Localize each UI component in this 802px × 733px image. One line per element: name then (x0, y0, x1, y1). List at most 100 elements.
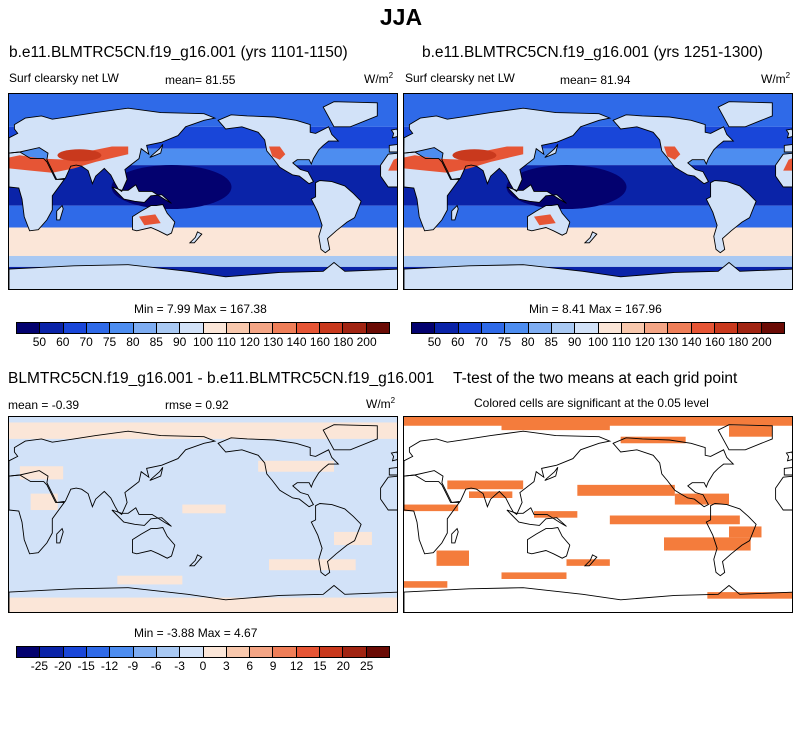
diff-patch-positive (269, 559, 356, 571)
desert-hotspot (388, 158, 397, 171)
land-indonesia (111, 184, 172, 204)
colorbar-tick-label: 120 (634, 335, 655, 349)
colorbar-swatch (343, 647, 367, 657)
colorbar-tick-label: 3 (223, 659, 230, 673)
panel1-title: b.e11.BLMTRC5CN.f19_g16.001 (yrs 1101-11… (9, 44, 348, 61)
colorbar-swatch (691, 323, 716, 333)
diff-patch-positive (19, 466, 64, 480)
colorbar-swatch (40, 647, 64, 657)
colorbar-swatch (156, 323, 181, 333)
colorbar-tick-label: 80 (521, 335, 535, 349)
panel2-minmax: Min = 8.41 Max = 167.96 (529, 302, 662, 316)
colorbar-tick-label: 12 (289, 659, 304, 673)
coastline-iberia (388, 467, 397, 476)
coastline-uk (390, 451, 397, 462)
coastline-uk (785, 128, 792, 139)
diff-patch-positive (9, 422, 397, 439)
coastline-icon (9, 101, 397, 289)
coastline-icon (404, 424, 792, 612)
coastline-iberia (783, 144, 792, 153)
panel3-colorbar (16, 646, 390, 658)
land-greenland (323, 101, 378, 127)
colorbar-swatch (343, 323, 367, 333)
colorbar-tick-label: 0 (199, 659, 207, 673)
desert-hotspot (664, 146, 681, 160)
colorbar-tick-label: 80 (126, 335, 140, 349)
coastline-indonesia (506, 507, 567, 527)
coastline-westafrica (380, 152, 397, 188)
land-iberia (784, 144, 792, 152)
diff-patch-positive (30, 493, 58, 511)
coastline-nz (583, 231, 598, 244)
colorbar-tick-label: 160 (704, 335, 725, 349)
colorbar-swatch (226, 323, 251, 333)
panel2-variable: Surf clearsky net LW (405, 71, 515, 85)
colorbar-swatch (320, 647, 344, 657)
coastline-australia (527, 527, 571, 559)
colorbar-swatch (63, 323, 87, 333)
colorbar-swatch (598, 323, 622, 333)
colorbar-tick-label: 60 (451, 335, 465, 349)
significant-cell (620, 436, 686, 444)
panel2-title: b.e11.BLMTRC5CN.f19_g16.001 (yrs 1251-13… (422, 44, 763, 61)
land-uk (391, 129, 397, 138)
desert-core (452, 149, 497, 162)
significant-cell (664, 537, 751, 551)
land-antarctica (9, 262, 397, 289)
colorbar-swatch (110, 647, 134, 657)
panel3-map (8, 416, 398, 613)
land-greenland (718, 101, 773, 127)
coastline-madagascar (451, 204, 459, 221)
coastline-nz (188, 554, 203, 567)
colorbar-swatch (86, 323, 111, 333)
coastline-namerica (612, 437, 735, 508)
panel1-mean: mean= 81.55 (165, 73, 236, 87)
significant-cell (729, 425, 773, 437)
colorbar-tick-label: 110 (216, 335, 236, 349)
land-iberia (389, 144, 397, 152)
coastline-iberia (388, 144, 397, 153)
coastline-indonesia (506, 184, 567, 204)
colorbar-swatch (412, 323, 436, 333)
colorbar-swatch (296, 323, 321, 333)
colorbar-tick-label: 9 (269, 659, 277, 673)
coastline-madagascar (451, 527, 459, 544)
colorbar-swatch (180, 647, 204, 657)
colorbar-swatch (86, 647, 111, 657)
coastline-indonesia (111, 184, 172, 204)
significant-cell (577, 484, 675, 496)
coastline-japan (149, 144, 164, 158)
coastline-iberia (783, 467, 792, 476)
significant-cell (674, 493, 729, 505)
colorbar-swatch (505, 323, 529, 333)
colorbar-swatch (668, 323, 692, 333)
land-madagascar (451, 205, 459, 220)
colorbar-tick-label: 200 (751, 335, 772, 349)
colorbar-tick-label: 130 (263, 335, 284, 349)
coastline-namerica (612, 114, 735, 185)
colorbar-swatch (366, 323, 389, 333)
panel3-minmax: Min = -3.88 Max = 4.67 (134, 626, 258, 640)
panel1-map (8, 93, 398, 290)
colorbar-tick-label: 70 (474, 335, 488, 349)
coastline-westafrica (775, 152, 792, 188)
panel1-colorbar (16, 322, 390, 334)
colorbar-tick-label: 85 (544, 335, 558, 349)
colorbar-tick-label: 60 (56, 335, 70, 349)
colorbar-swatch (17, 323, 41, 333)
coastline-antarctica (9, 584, 397, 612)
band-southern-ocean (404, 227, 792, 256)
colorbar-swatch (250, 647, 274, 657)
significant-cell (447, 480, 524, 490)
colorbar-tick-label: 100 (587, 335, 609, 349)
panel1-minmax: Min = 7.99 Max = 167.38 (134, 302, 267, 316)
coastline-samerica (310, 503, 362, 577)
colorbar-swatch (133, 647, 157, 657)
coastline-australia (132, 527, 176, 559)
panel3-colorbar-labels: -25 -20 -15 -12 -9 -6 -3 0 3 6 9 12 15 20 25 (16, 659, 390, 673)
colorbar-tick-label: 140 (286, 335, 307, 349)
colorbar-swatch (481, 323, 506, 333)
coastline-africa (404, 151, 461, 232)
panel3-mean: mean = -0.39 (8, 398, 80, 412)
colorbar-swatch (645, 323, 669, 333)
